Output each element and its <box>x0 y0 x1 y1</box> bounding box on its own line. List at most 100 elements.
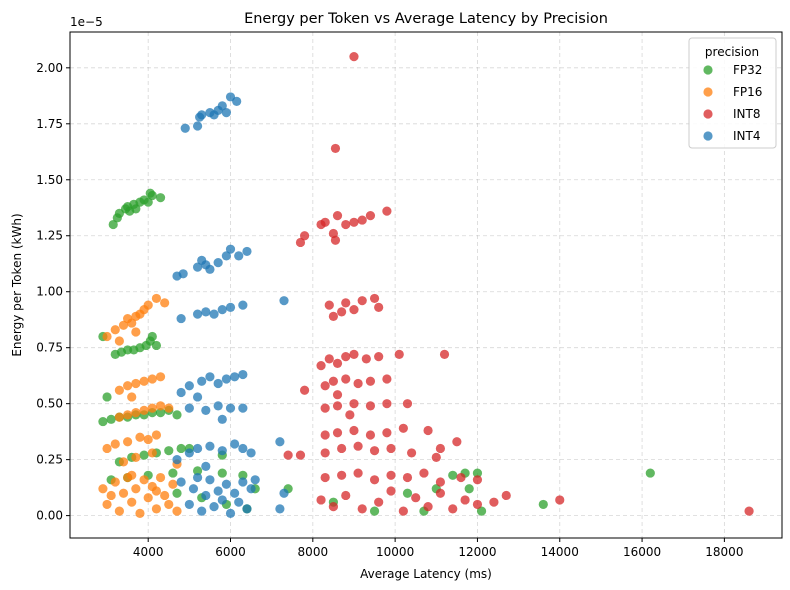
data-point <box>365 210 376 221</box>
legend-label: INT8 <box>733 107 760 121</box>
data-point <box>357 504 367 514</box>
data-point <box>192 472 203 483</box>
data-point <box>419 468 429 478</box>
data-point <box>147 403 157 413</box>
data-point <box>448 470 458 480</box>
data-point <box>320 472 330 483</box>
data-point <box>225 244 236 254</box>
data-point <box>246 448 256 458</box>
data-point <box>151 486 162 496</box>
data-point <box>353 378 363 389</box>
legend: precision FP32 FP16 INT8 INT4 <box>688 37 777 149</box>
data-points <box>98 52 754 518</box>
data-point <box>139 405 149 415</box>
legend-marker <box>703 87 713 97</box>
data-point <box>472 468 483 478</box>
data-point <box>147 448 157 458</box>
data-point <box>184 381 194 391</box>
data-point <box>172 488 182 498</box>
data-point <box>275 504 285 514</box>
data-point <box>172 506 182 516</box>
data-point <box>114 412 124 422</box>
data-point <box>135 508 145 518</box>
data-point <box>328 376 338 386</box>
data-point <box>184 448 194 458</box>
x-tick-label: 18000 <box>705 545 743 559</box>
data-point <box>155 472 166 483</box>
data-point <box>201 461 211 471</box>
data-point <box>123 381 133 391</box>
data-point <box>118 320 129 330</box>
data-point <box>238 369 248 380</box>
data-point <box>744 506 754 516</box>
data-point <box>139 376 149 386</box>
data-point <box>168 479 178 489</box>
data-point <box>332 390 343 400</box>
data-point <box>114 385 124 395</box>
series-fp32 <box>98 188 655 516</box>
data-point <box>349 425 359 436</box>
data-point <box>382 374 392 384</box>
data-point <box>123 437 133 447</box>
data-point <box>238 470 248 480</box>
data-point <box>555 495 565 505</box>
legend-marker <box>703 109 713 119</box>
data-point <box>349 349 359 360</box>
data-point <box>102 443 112 454</box>
data-point <box>155 372 166 382</box>
y-tick-label: 1.50 <box>36 173 63 187</box>
data-point <box>168 468 178 478</box>
grid <box>70 32 782 538</box>
data-point <box>476 506 487 516</box>
data-point <box>382 428 392 438</box>
data-point <box>369 293 380 304</box>
data-point <box>365 376 376 386</box>
data-point <box>155 408 166 418</box>
data-point <box>147 190 157 201</box>
data-point <box>131 452 141 462</box>
data-point <box>460 495 470 505</box>
data-point <box>139 450 149 460</box>
data-point <box>192 466 203 476</box>
data-point <box>406 448 417 458</box>
data-point <box>374 352 384 362</box>
x-tick-label: 8000 <box>298 545 329 559</box>
data-point <box>155 401 166 411</box>
data-point <box>192 309 203 319</box>
data-point <box>123 410 133 420</box>
data-point <box>127 318 137 328</box>
data-point <box>369 475 380 485</box>
data-point <box>217 305 227 315</box>
data-point <box>341 352 351 362</box>
data-point <box>201 405 211 415</box>
data-point <box>197 255 207 265</box>
data-point <box>386 470 396 480</box>
y-axis-ticks: 0.00 0.25 0.50 0.75 1.00 1.25 1.50 1.75 2.00 <box>36 61 70 523</box>
data-point <box>353 468 363 478</box>
data-point <box>102 331 112 342</box>
data-point <box>320 217 330 227</box>
data-point <box>423 425 433 436</box>
data-point <box>349 217 359 227</box>
data-point <box>365 430 376 440</box>
data-point <box>456 472 466 483</box>
data-point <box>131 484 141 494</box>
data-point <box>341 490 351 501</box>
data-point <box>143 300 153 310</box>
data-point <box>246 484 256 494</box>
data-point <box>341 298 351 308</box>
y-tick-label: 2.00 <box>36 61 63 75</box>
data-point <box>374 302 384 312</box>
y-tick-label: 1.25 <box>36 229 63 243</box>
data-point <box>213 378 223 389</box>
data-point <box>357 215 367 225</box>
data-point <box>320 430 330 440</box>
data-point <box>452 437 462 447</box>
data-point <box>151 293 162 304</box>
data-point <box>221 374 231 384</box>
data-point <box>472 499 483 510</box>
legend-title: precision <box>705 45 759 59</box>
data-point <box>330 143 341 154</box>
data-point <box>250 475 260 485</box>
data-point <box>382 399 392 409</box>
